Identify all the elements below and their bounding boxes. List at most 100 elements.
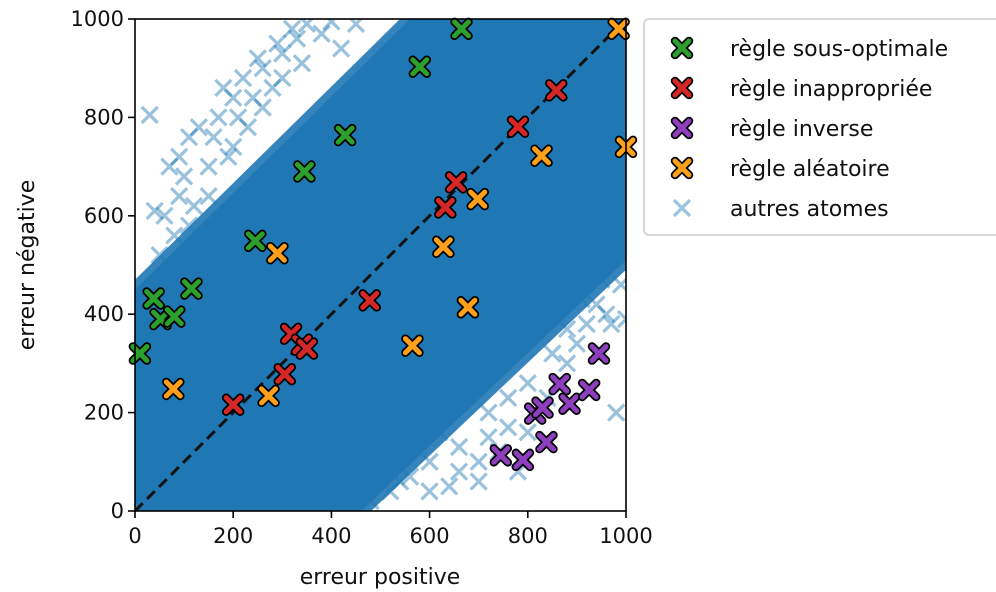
background-point — [248, 49, 267, 68]
background-point — [273, 44, 292, 63]
point-regle-inappropriee — [444, 171, 468, 194]
background-point — [243, 88, 262, 107]
point-regle-inappropriee — [221, 393, 245, 416]
background-point — [602, 314, 621, 334]
point-regle-aleatoire — [432, 235, 455, 259]
point-regle-sous-optimale — [142, 287, 165, 310]
point-regle-sous-optimale — [163, 305, 186, 328]
background-point — [469, 452, 488, 471]
background-point — [499, 418, 518, 437]
legend-marker-regle-inappropriee — [670, 76, 694, 100]
legend-label-regle-inappropriee: règle inappropriée — [730, 77, 932, 102]
x-tick-label: 0 — [128, 524, 141, 548]
point-regle-inappropriee — [506, 115, 530, 138]
legend-label-regle-sous-optimale: règle sous-optimale — [730, 37, 948, 62]
background-point — [214, 78, 233, 98]
point-regle-sous-optimale — [450, 17, 473, 41]
background-point — [543, 344, 562, 363]
point-regle-aleatoire — [607, 17, 630, 41]
legend-marker-autres-atomes — [672, 198, 692, 218]
background-point — [263, 78, 282, 98]
plot-frame — [134, 18, 627, 512]
background-point — [184, 196, 204, 216]
diagonal-reference-line — [135, 19, 626, 511]
point-regle-inverse — [531, 396, 554, 419]
background-point — [174, 167, 194, 186]
x-tick-label: 800 — [508, 524, 548, 548]
background-point — [219, 147, 238, 166]
background-point — [224, 88, 243, 107]
background-point — [292, 54, 312, 73]
point-regle-sous-optimale — [180, 277, 203, 300]
background-point — [346, 19, 366, 34]
point-regle-inverse — [511, 448, 535, 472]
point-regle-inappropriee — [358, 289, 381, 312]
x-tick-label: 1000 — [599, 524, 652, 548]
background-point — [469, 472, 488, 491]
point-regle-inappropriee — [273, 362, 297, 386]
background-point — [233, 68, 253, 88]
legend-label-regle-aleatoire: règle aléatoire — [730, 157, 890, 182]
background-point — [160, 157, 179, 176]
point-regle-aleatoire — [530, 144, 553, 168]
background-point — [499, 388, 518, 407]
point-regle-sous-optimale — [244, 229, 267, 253]
y-tick-label: 400 — [84, 302, 124, 326]
background-point — [440, 477, 459, 496]
axes: 0 200 400 600 800 1000 0 200 400 600 800 1000 — [71, 7, 653, 548]
background-point — [199, 157, 218, 176]
x-tick-label: 200 — [213, 524, 253, 548]
y-tick-label: 0 — [111, 499, 124, 523]
background-point — [189, 118, 208, 137]
point-regle-aleatoire — [162, 377, 185, 401]
background-point — [607, 403, 626, 422]
background-point — [557, 354, 577, 373]
legend: règle sous-optimale règle inappropriée règ… — [643, 18, 996, 236]
background-point — [140, 105, 159, 125]
point-regle-aleatoire — [266, 241, 289, 265]
background-point — [597, 305, 616, 324]
background-point — [253, 59, 272, 78]
background-point — [518, 423, 537, 442]
background-point — [228, 108, 248, 127]
plot-area — [128, 17, 638, 511]
background-point — [268, 34, 287, 53]
background-point — [297, 19, 316, 34]
y-axis-label: erreur négative — [15, 180, 40, 351]
background-point — [170, 186, 189, 206]
background-point — [312, 24, 331, 43]
background-point — [282, 19, 302, 38]
background-point — [479, 428, 498, 447]
point-regle-aleatoire — [466, 187, 489, 211]
legend-frame — [643, 18, 996, 236]
y-tick-label: 1000 — [71, 7, 124, 31]
background-point — [179, 127, 199, 147]
point-regle-inappropriee — [545, 79, 568, 102]
point-regle-inverse — [587, 342, 611, 365]
x-axis-label: erreur positive — [300, 565, 461, 590]
point-regle-aleatoire — [401, 334, 424, 357]
legend-marker-regle-aleatoire — [670, 156, 694, 180]
point-regle-inverse — [489, 444, 513, 467]
background-point — [253, 98, 272, 117]
background-point — [145, 201, 164, 221]
background-point — [479, 403, 498, 422]
background-point — [273, 68, 292, 88]
x-tick-label: 600 — [410, 524, 450, 548]
background-point — [577, 314, 596, 334]
background-point — [170, 147, 189, 166]
background-point — [287, 29, 307, 48]
point-regle-inappropriee — [434, 196, 457, 219]
y-tick-label: 200 — [84, 401, 124, 425]
legend-marker-regle-sous-optimale — [670, 36, 694, 60]
point-regle-inverse — [558, 392, 581, 415]
y-tick-label: 600 — [84, 204, 124, 228]
legend-label-regle-inverse: règle inverse — [730, 117, 873, 142]
legend-label-autres-atomes: autres atomes — [730, 197, 889, 222]
x-tick-label: 400 — [311, 524, 351, 548]
background-point — [420, 482, 439, 501]
background-point — [449, 462, 469, 481]
legend-marker-regle-inverse — [670, 116, 694, 140]
